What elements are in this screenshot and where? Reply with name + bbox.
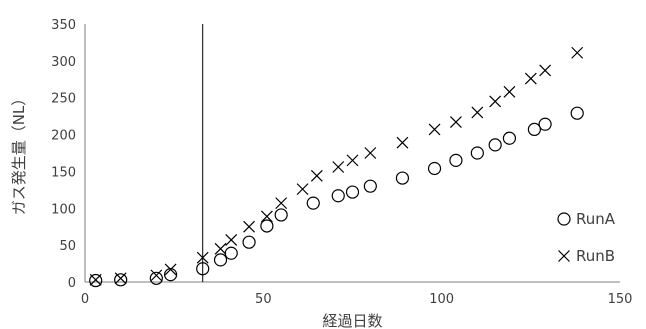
legend-item-runb: RunB [558,247,615,265]
y-tick-label: 250 [51,92,76,107]
data-point-runa [502,131,517,145]
data-point-runa [242,235,256,249]
data-points [89,46,584,288]
y-tick-label: 0 [68,276,76,291]
data-point-runa [570,106,584,120]
legend-label-runa: RunA [576,210,616,228]
data-point-runa [363,179,377,193]
y-axis-tick-labels: 0 50 100 150 200 250 300 350 [51,18,76,291]
x-tick-label: 50 [255,292,272,307]
data-point-runb [260,210,273,223]
data-point-runb [114,272,127,285]
y-tick-label: 300 [51,55,76,70]
data-point-runa [470,146,484,160]
legend-cross-icon [558,250,570,262]
x-tick-label: 100 [429,292,454,307]
data-point-runb [196,251,209,264]
data-point-runb [471,106,484,119]
data-point-runb [346,154,359,167]
y-tick-label: 350 [51,18,76,33]
data-point-runa [331,189,345,203]
data-point-runb [428,123,441,136]
data-point-runb [524,72,537,85]
data-point-runb [396,136,409,149]
data-point-runb [310,169,323,182]
data-point-runa [345,185,360,199]
data-point-runb [164,263,177,276]
y-tick-label: 150 [51,165,76,180]
data-point-runb [296,183,309,196]
data-point-runb [225,234,238,246]
data-point-runa [224,246,238,260]
legend: RunA RunB [557,210,616,265]
data-point-runb [214,242,227,255]
data-point-runa [213,253,228,267]
data-point-runa [306,196,320,210]
data-point-runa [527,122,542,137]
data-point-runb [150,269,163,282]
x-axis-tick-labels: 0 50 100 150 [81,292,633,307]
x-axis-title: 経過日数 [322,312,382,329]
y-tick-label: 200 [51,129,76,144]
data-point-runb [332,161,345,173]
legend-item-runa: RunA [557,210,616,228]
legend-label-runb: RunB [576,247,615,265]
data-point-runb [275,197,288,210]
data-point-runa [260,219,274,233]
legend-circle-icon [557,212,571,226]
data-point-runb [89,273,102,286]
data-point-runb [489,95,502,108]
data-point-runa [114,273,128,287]
data-point-runa [427,161,442,176]
data-point-runb [243,220,255,233]
data-point-runa [164,268,178,282]
y-tick-label: 50 [59,239,76,254]
data-point-runa [274,208,288,222]
data-point-runb [450,116,462,128]
data-point-runb [503,85,516,98]
x-tick-label: 0 [81,292,89,307]
data-point-runa [149,271,163,285]
data-point-runa [395,171,410,185]
y-axis-title: ガス発生量（NL） [10,91,28,216]
data-point-runb [539,64,552,77]
data-point-runb [364,147,377,159]
data-point-runa [449,153,463,167]
data-point-runb [571,46,584,59]
data-point-runa [488,138,502,152]
data-point-runa [89,273,103,288]
y-tick-label: 100 [51,202,76,217]
data-point-runa [196,262,210,276]
data-point-runa [538,117,552,131]
x-tick-label: 150 [608,292,633,307]
